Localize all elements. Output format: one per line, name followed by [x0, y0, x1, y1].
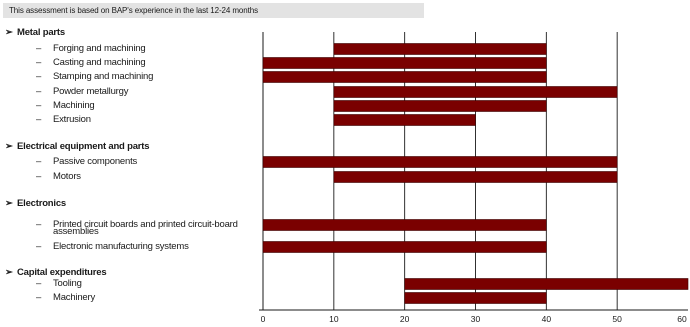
range-bar — [262, 219, 547, 231]
group-bullet-icon: ➢ — [5, 267, 13, 278]
dash-bullet-icon: – — [36, 114, 42, 125]
dash-bullet-icon: – — [36, 156, 42, 167]
item-row: – Printed circuit boards and printed circ… — [36, 219, 238, 230]
x-tick-label: 20 — [400, 314, 410, 324]
item-label: Machining — [53, 100, 95, 111]
item-row: – Forging and machining — [36, 43, 146, 54]
range-bar — [333, 114, 476, 126]
dash-bullet-icon: – — [36, 57, 42, 68]
dash-bullet-icon: – — [36, 171, 42, 182]
dash-bullet-icon: – — [36, 100, 42, 111]
item-label: Stamping and machining — [53, 71, 154, 82]
x-tick-label: 30 — [471, 314, 481, 324]
group-row: ➢ Electrical equipment and parts — [5, 141, 150, 152]
item-label: Tooling — [53, 278, 82, 289]
range-bar — [262, 156, 618, 168]
item-label: Machinery — [53, 292, 96, 303]
x-tick-label: 10 — [329, 314, 339, 324]
item-label: Casting and machining — [53, 57, 146, 68]
range-bar — [262, 71, 547, 83]
dash-bullet-icon: – — [36, 43, 42, 54]
group-label: Capital expenditures — [17, 267, 107, 278]
item-row: – Electronic manufacturing systems — [36, 241, 189, 252]
item-row: – Machinery — [36, 292, 95, 303]
group-row: ➢ Metal parts — [5, 27, 65, 38]
item-row: – Passive components — [36, 156, 137, 167]
group-label: Electronics — [17, 198, 67, 209]
item-row-continued: assemblies — [36, 226, 99, 237]
item-label: Powder metallurgy — [53, 86, 129, 97]
range-bar — [333, 100, 547, 112]
x-tick-label: 0 — [261, 314, 266, 324]
item-row: – Machining — [36, 100, 95, 111]
group-row: ➢ Electronics — [5, 198, 66, 209]
item-label-continued: assemblies — [53, 226, 99, 237]
item-label: Printed circuit boards and printed circu… — [53, 219, 238, 230]
group-label: Metal parts — [17, 27, 65, 38]
group-bullet-icon: ➢ — [5, 27, 13, 38]
group-bullet-icon: ➢ — [5, 198, 13, 209]
x-tick-label: 60 — [677, 314, 687, 324]
range-bar — [404, 278, 689, 290]
dash-bullet-icon: – — [36, 86, 42, 97]
dash-bullet-icon: – — [36, 241, 42, 252]
item-label: Electronic manufacturing systems — [53, 241, 189, 252]
item-row: – Casting and machining — [36, 57, 146, 68]
group-label: Electrical equipment and parts — [17, 141, 150, 152]
dash-bullet-icon: – — [36, 292, 42, 303]
dash-bullet-icon: – — [36, 71, 42, 82]
dash-bullet-icon: – — [36, 278, 42, 289]
group-row: ➢ Capital expenditures — [5, 267, 107, 278]
range-bar — [404, 292, 547, 304]
item-row: – Extrusion — [36, 114, 91, 125]
item-label: Extrusion — [53, 114, 91, 125]
item-row: – Powder metallurgy — [36, 86, 128, 97]
x-tick-label: 50 — [612, 314, 622, 324]
item-row: – Tooling — [36, 278, 82, 289]
range-bar — [333, 171, 618, 183]
range-bar — [333, 43, 547, 55]
item-row: – Motors — [36, 171, 81, 182]
item-label: Forging and machining — [53, 43, 146, 54]
item-row: – Stamping and machining — [36, 71, 153, 82]
range-bar — [262, 57, 547, 69]
range-bar — [262, 241, 547, 253]
x-tick-label: 40 — [542, 314, 552, 324]
group-bullet-icon: ➢ — [5, 141, 13, 152]
item-label: Passive components — [53, 156, 138, 167]
item-label: Motors — [53, 171, 81, 182]
range-bar — [333, 86, 618, 98]
dash-bullet-icon: – — [36, 219, 42, 230]
assessment-note: This assessment is based on BAP's experi… — [3, 3, 424, 18]
